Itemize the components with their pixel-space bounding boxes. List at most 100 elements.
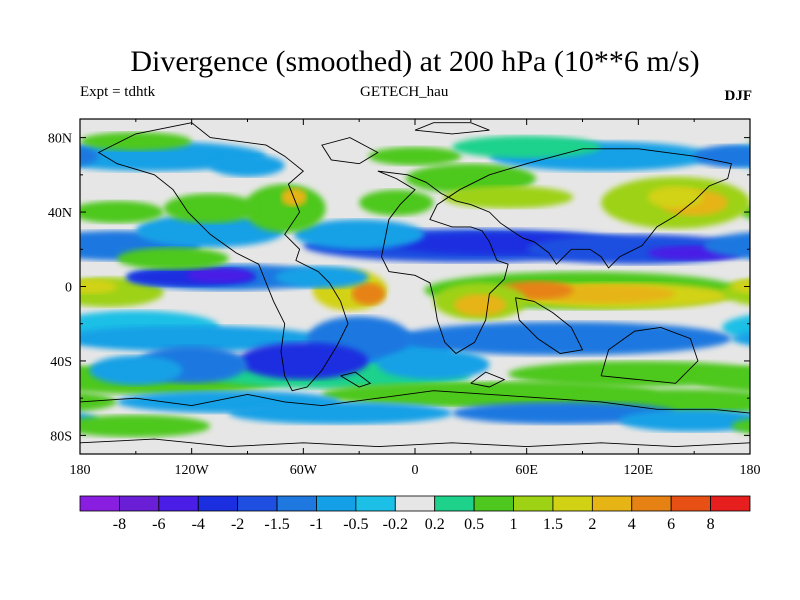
divergence-region: [619, 409, 750, 432]
colorbar-label: 1: [510, 516, 518, 533]
divergence-region: [508, 360, 750, 387]
colorbar-swatch: [276, 495, 317, 512]
season-label: DJF: [724, 88, 753, 104]
lon-label: 180: [740, 463, 761, 478]
experiment-label: Expt = tdhtk: [80, 84, 156, 100]
colorbar-label: 4: [628, 516, 636, 533]
divergence-region: [405, 163, 536, 194]
divergence-region: [694, 367, 750, 392]
divergence-region: [368, 146, 462, 166]
colorbar-label: -1: [310, 516, 323, 533]
colorbar-swatch: [237, 495, 278, 512]
divergence-region: [731, 418, 750, 434]
longitude-labels: 180 120W 60W 0 60E 120E 180: [70, 463, 761, 478]
colorbar-swatch: [394, 495, 436, 512]
colorbar-labels: -8 -6 -4 -2 -1.5 -1 -0.5 -0.2 0.2 0.5 1 1.5 2 4 6 8: [113, 516, 715, 533]
colorbar-swatch: [158, 495, 199, 512]
coastline: [80, 438, 750, 448]
divergence-region: [210, 154, 285, 177]
colorbar-swatch: [316, 495, 357, 512]
divergence-region: [80, 146, 99, 166]
divergence-region: [117, 247, 229, 270]
divergence-region: [228, 401, 453, 425]
divergence-region: [186, 267, 254, 283]
divergence-region: [452, 401, 676, 425]
coastline: [80, 390, 750, 414]
divergence-region: [442, 186, 574, 209]
colorbar-label: 8: [707, 516, 715, 533]
divergence-region: [89, 355, 183, 386]
divergence-region: [647, 186, 704, 209]
colorbar-label: -2: [231, 516, 244, 533]
divergence-region: [135, 213, 285, 248]
plot-area: [79, 118, 800, 455]
lat-label: 80S: [50, 429, 72, 444]
colorbar-label: -1.5: [264, 516, 289, 533]
colorbar-label: 2: [588, 516, 596, 533]
latitude-labels: 80N 40N 0 40S 80S: [48, 132, 72, 445]
colorbar-swatch: [119, 495, 160, 512]
divergence-region: [731, 331, 750, 346]
divergence-region: [452, 135, 602, 159]
lat-label: 80N: [48, 132, 72, 147]
divergence-region: [703, 232, 750, 259]
lat-label: 0: [65, 281, 72, 296]
coastline: [340, 371, 372, 388]
colorbar-label: 1.5: [543, 516, 563, 533]
divergence-region: [238, 342, 369, 380]
map-title: Divergence (smoothed) at 200 hPa (10**6 …: [130, 45, 700, 78]
colorbar-swatch: [197, 495, 239, 512]
colorbar-swatch: [434, 495, 475, 512]
divergence-region: [80, 325, 322, 352]
lon-label: 180: [70, 463, 91, 478]
divergence-region: [694, 145, 750, 168]
divergence-region: [294, 219, 425, 250]
lon-label: 60E: [515, 463, 538, 478]
coastlines: [80, 122, 750, 448]
divergence-region: [163, 193, 257, 224]
colorbar-swatch: [355, 495, 396, 512]
divergence-region: [377, 349, 490, 380]
divergence-region: [731, 279, 750, 294]
colorbar: [79, 495, 751, 512]
lon-label: 120W: [175, 463, 210, 478]
lon-label: 0: [412, 463, 419, 478]
divergence-region: [80, 414, 211, 438]
lat-label: 40S: [50, 355, 72, 370]
colorbar-swatch: [591, 495, 633, 512]
lon-label: 60W: [290, 463, 318, 478]
coastline: [600, 326, 699, 384]
colorbar-label: -6: [152, 516, 165, 533]
colorbar-label: 6: [667, 516, 675, 533]
colorbar-swatch: [552, 495, 593, 512]
coastline: [97, 122, 349, 392]
divergence-region: [351, 282, 386, 306]
divergence-region: [359, 189, 434, 216]
model-label: GETECH_hau: [360, 84, 449, 100]
colorbar-swatch: [473, 495, 514, 512]
colorbar-swatch: [710, 495, 751, 512]
divergence-field: [80, 132, 800, 438]
colorbar-label: -0.5: [343, 516, 368, 533]
divergence-region: [454, 293, 507, 317]
divergence-region: [80, 200, 164, 224]
coastline: [470, 371, 506, 388]
colorbar-swatch: [513, 495, 554, 512]
divergence-region: [80, 279, 118, 294]
colorbar-swatch: [79, 495, 120, 512]
axis-ticks: [79, 119, 751, 454]
divergence-region: [80, 392, 118, 412]
colorbar-swatch: [631, 495, 672, 512]
colorbar-label: -0.2: [383, 516, 408, 533]
lon-label: 120E: [624, 463, 654, 478]
colorbar-swatch: [670, 495, 711, 512]
colorbar-label: -8: [113, 516, 126, 533]
coastline: [414, 122, 490, 135]
coastline: [377, 148, 732, 355]
divergence-region: [750, 132, 800, 151]
colorbar-label: -4: [192, 516, 205, 533]
divergence-region: [80, 132, 192, 151]
divergence-region: [275, 266, 369, 289]
colorbar-label: 0.2: [425, 516, 445, 533]
